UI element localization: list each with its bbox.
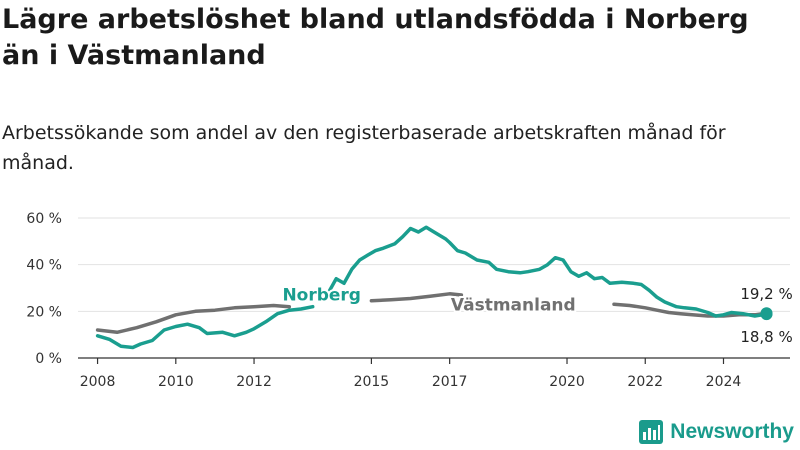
brand-name: Newsworthy xyxy=(670,420,794,443)
y-tick-label: 0 % xyxy=(35,351,62,367)
series-value-label: 19,2 % xyxy=(740,285,792,303)
series-annotation-norberg: Norberg xyxy=(282,286,361,306)
label-layer: 18,8 % 19,2 % Norberg Västmanland xyxy=(280,284,792,346)
newsworthy-bar-chart-icon xyxy=(639,420,664,444)
x-tick-label: 2022 xyxy=(627,374,663,390)
series-line-vastmanland xyxy=(369,292,464,303)
x-tick-label: 2017 xyxy=(432,374,468,390)
y-tick-label: 60 % xyxy=(26,211,62,227)
series-line-norberg xyxy=(95,304,315,350)
y-tick-label: 20 % xyxy=(26,304,62,320)
series-layer xyxy=(95,225,769,350)
chart-subtitle: Arbetssökande som andel av den registerb… xyxy=(2,122,726,174)
x-tick-label: 2012 xyxy=(236,374,272,390)
series-value-label: 18,8 % xyxy=(740,328,792,346)
x-tick-label: 2015 xyxy=(354,374,390,390)
x-tick-label: 2008 xyxy=(80,374,116,390)
y-tick-label: 40 % xyxy=(26,258,62,274)
axis-layer: 0 % 20 % 40 % 60 % 2008 2010 2012 2015 2017 2020 2… xyxy=(26,211,790,390)
series-line-vastmanland xyxy=(95,303,292,335)
x-tick-label: 2024 xyxy=(706,374,742,390)
chart-title: Lägre arbetslöshet bland utlandsfödda i … xyxy=(2,4,749,71)
brand-logo: Newsworthy xyxy=(639,420,794,444)
series-endpoint xyxy=(760,307,773,320)
x-tick-label: 2010 xyxy=(158,374,194,390)
series-line-norberg xyxy=(326,225,769,318)
x-tick-label: 2020 xyxy=(549,374,585,390)
series-annotation-vastmanland: Västmanland xyxy=(451,295,576,315)
